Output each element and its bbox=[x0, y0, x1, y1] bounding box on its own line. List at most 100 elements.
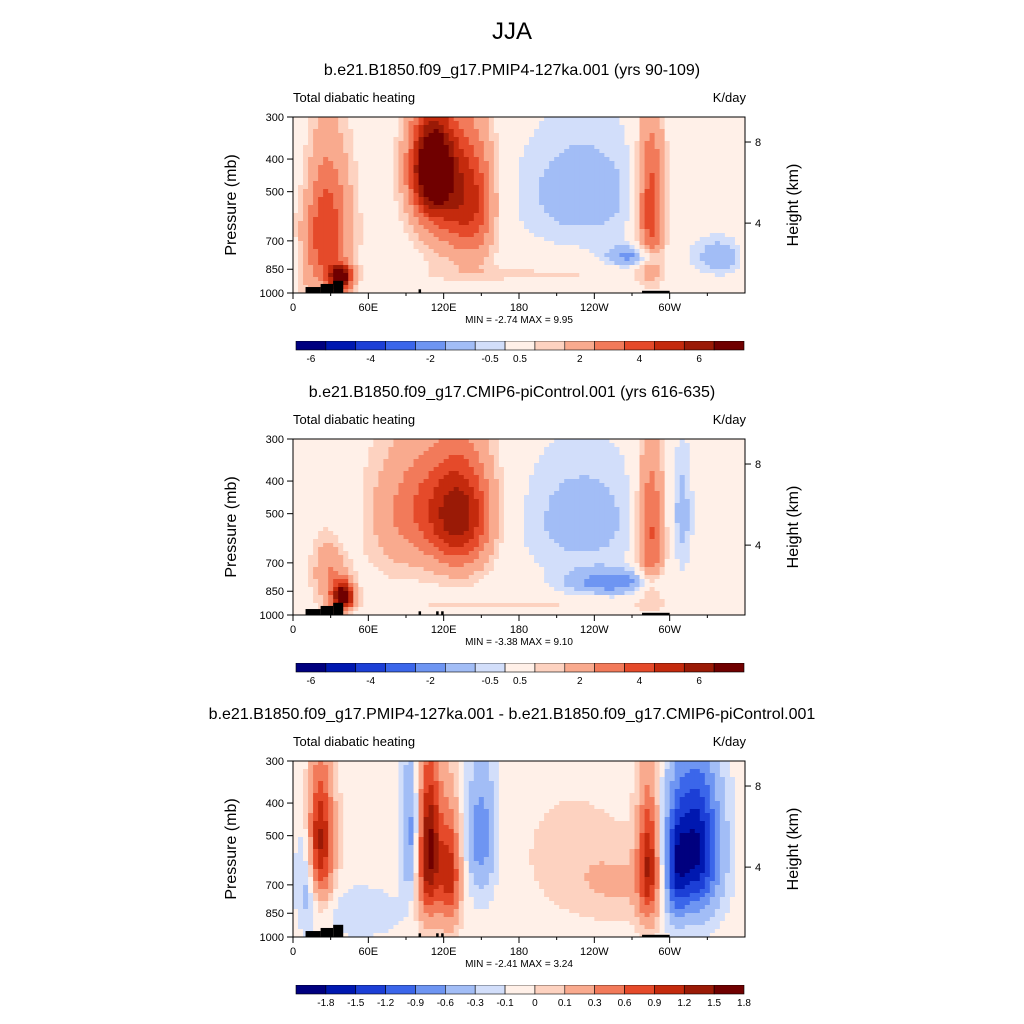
y2-tick-label: 8 bbox=[755, 459, 761, 471]
y-tick-label: 700 bbox=[266, 558, 284, 570]
x-tick-label: 60W bbox=[658, 624, 681, 636]
chart-title: b.e21.B1850.f09_g17.PMIP4-127ka.001 (yrs… bbox=[323, 62, 701, 79]
x-tick-label: 0 bbox=[290, 302, 296, 314]
x-tick-label: 60W bbox=[658, 946, 681, 958]
min-value: -2.41 bbox=[495, 959, 521, 970]
x-tick-label: 120E bbox=[431, 302, 457, 314]
contour-field bbox=[293, 439, 746, 616]
colorbar-label: -4 bbox=[366, 354, 375, 365]
colorbar-box bbox=[474, 663, 506, 673]
colorbar-box bbox=[564, 985, 595, 995]
topography-mask bbox=[441, 611, 444, 615]
colorbar-box bbox=[325, 341, 357, 351]
left-string: Total diabatic heating bbox=[293, 412, 416, 427]
y-tick-label: 500 bbox=[266, 831, 284, 843]
topography-mask bbox=[305, 931, 321, 937]
y-tick-label: 1000 bbox=[260, 610, 284, 622]
x-tick-label: 60E bbox=[359, 946, 379, 958]
right-string: K/day bbox=[712, 734, 746, 749]
max-value: 3.24 bbox=[553, 959, 573, 970]
max-label: MAX = bbox=[520, 959, 553, 970]
colorbar-box bbox=[504, 341, 536, 351]
x-tick-label: 120W bbox=[580, 946, 609, 958]
colorbar-label: -1.2 bbox=[377, 998, 395, 1009]
colorbar-label: 0.1 bbox=[558, 998, 572, 1009]
colorbar-box bbox=[683, 985, 715, 995]
colorbar-box bbox=[325, 985, 357, 995]
topography-mask bbox=[642, 934, 670, 937]
colorbar-label: -0.5 bbox=[482, 676, 500, 687]
colorbar: -6 -4 -2 -0.5 0.5 2 4 6 bbox=[295, 341, 745, 365]
topography-mask bbox=[320, 605, 334, 615]
colorbar-label: -1.8 bbox=[317, 998, 335, 1009]
colorbar-box bbox=[594, 341, 625, 351]
y2-tick-label: 8 bbox=[755, 781, 761, 793]
colorbar-label: 0.5 bbox=[513, 676, 527, 687]
colorbar-label: -4 bbox=[366, 676, 375, 687]
max-value: 9.95 bbox=[553, 315, 573, 326]
y-tick-label: 850 bbox=[266, 586, 284, 598]
topography-mask bbox=[333, 602, 344, 615]
colorbar-box bbox=[654, 985, 685, 995]
min-max-label: MIN = -3.38 MAX = 9.10 bbox=[465, 637, 573, 648]
colorbar-box bbox=[564, 341, 595, 351]
colorbar-box bbox=[534, 663, 566, 673]
y2-axis-label: Height (km) bbox=[785, 808, 802, 891]
colorbar-box bbox=[713, 341, 745, 351]
topography-mask bbox=[642, 612, 670, 615]
colorbar-label: 4 bbox=[637, 676, 643, 687]
colorbar-box bbox=[504, 985, 536, 995]
contour-field bbox=[293, 761, 746, 938]
y-tick-label: 300 bbox=[266, 112, 284, 124]
colorbar-box bbox=[474, 985, 506, 995]
page-title: JJA bbox=[491, 18, 532, 45]
colorbar-box bbox=[564, 663, 595, 673]
topography-mask bbox=[333, 280, 344, 293]
colorbar-box bbox=[654, 341, 685, 351]
colorbar-box bbox=[713, 663, 745, 673]
colorbar-label: 0.5 bbox=[513, 354, 527, 365]
topography-mask bbox=[441, 933, 444, 937]
colorbar-label: 4 bbox=[637, 354, 643, 365]
topography-mask bbox=[418, 933, 422, 937]
colorbar-box bbox=[385, 341, 416, 351]
right-string: K/day bbox=[712, 90, 746, 105]
left-string: Total diabatic heating bbox=[293, 734, 416, 749]
topography-mask bbox=[436, 611, 439, 615]
x-tick-label: 0 bbox=[290, 946, 296, 958]
chart-svg: 300 400 500 700 850 1000 8 4 0 60E 120E 180 120W 60W P… bbox=[223, 434, 802, 648]
y-tick-label: 850 bbox=[266, 908, 284, 920]
y-tick-label: 400 bbox=[266, 798, 284, 810]
colorbar-box bbox=[683, 663, 715, 673]
y-tick-label: 700 bbox=[266, 236, 284, 248]
topography-mask bbox=[305, 609, 321, 615]
y-tick-label: 700 bbox=[266, 880, 284, 892]
left-string: Total diabatic heating bbox=[293, 90, 416, 105]
chart-svg: 300 400 500 700 850 1000 8 4 0 60E 120E 180 120W 60W P… bbox=[223, 756, 802, 970]
y-tick-label: 500 bbox=[266, 187, 284, 199]
min-value: -3.38 bbox=[495, 637, 521, 648]
colorbar-label: -0.9 bbox=[407, 998, 425, 1009]
y-tick-label: 1000 bbox=[260, 932, 284, 944]
colorbar-box bbox=[385, 985, 416, 995]
colorbar-box bbox=[415, 341, 446, 351]
x-tick-label: 180 bbox=[510, 302, 528, 314]
x-tick-label: 60E bbox=[359, 302, 379, 314]
y2-tick-label: 8 bbox=[755, 137, 761, 149]
y-tick-label: 400 bbox=[266, 154, 284, 166]
x-tick-label: 60W bbox=[658, 302, 681, 314]
colorbar-box bbox=[295, 341, 327, 351]
chart-svg: 300 400 500 700 850 1000 8 4 0 60E 120E 180 120W 60W P… bbox=[223, 112, 802, 326]
colorbar-box bbox=[474, 341, 506, 351]
topography-mask bbox=[642, 290, 670, 293]
y-axis-label: Pressure (mb) bbox=[223, 154, 240, 255]
colorbar-box bbox=[295, 985, 327, 995]
chart-title: b.e21.B1850.f09_g17.PMIP4-127ka.001 - b.… bbox=[208, 706, 816, 723]
colorbar-box bbox=[355, 663, 386, 673]
colorbar-box bbox=[385, 663, 416, 673]
y-axis-label: Pressure (mb) bbox=[223, 798, 240, 899]
contour-field bbox=[293, 117, 746, 294]
colorbar-label: -2 bbox=[426, 676, 435, 687]
y2-axis-label: Height (km) bbox=[785, 486, 802, 569]
colorbar-box bbox=[445, 663, 476, 673]
